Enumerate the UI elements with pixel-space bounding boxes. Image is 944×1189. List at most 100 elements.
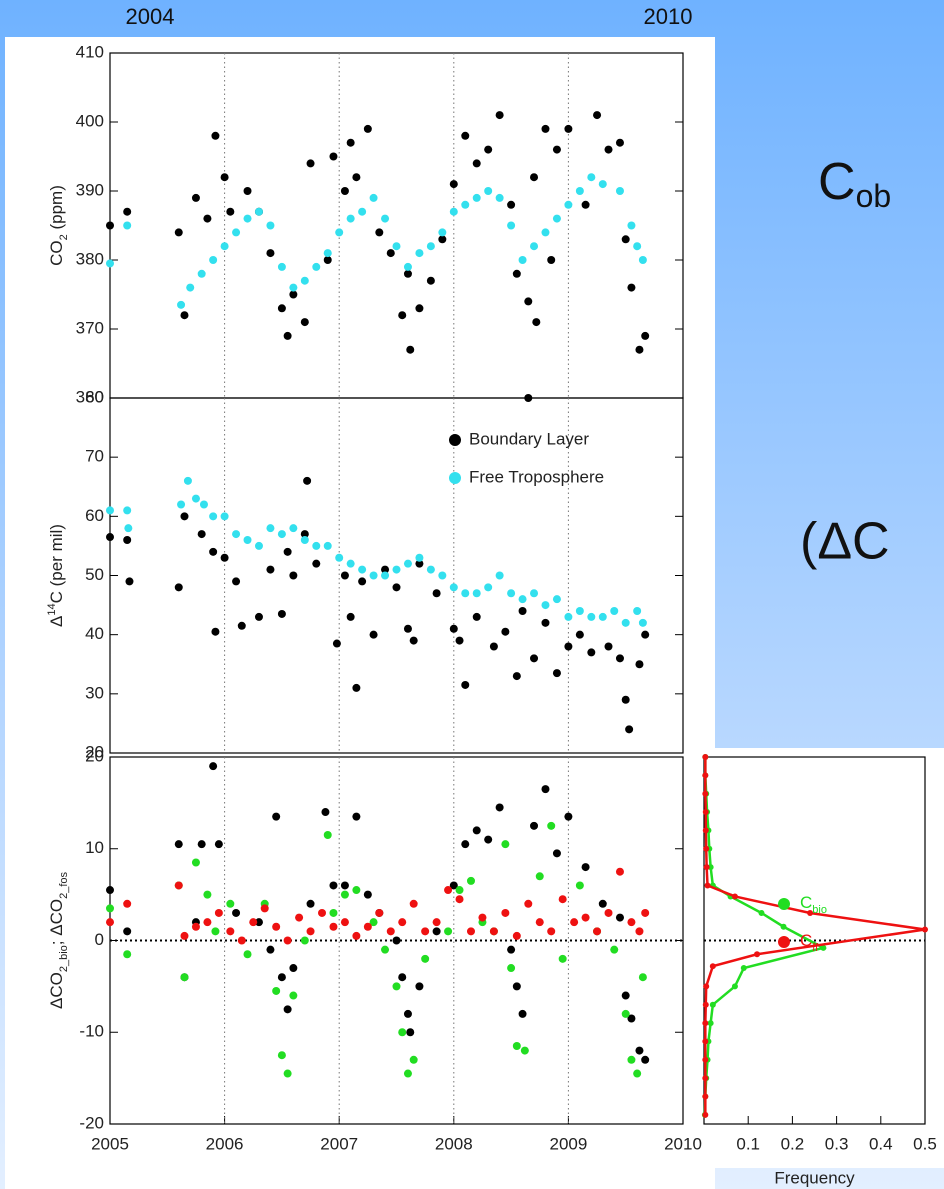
y-axis-label-part: (ppm) bbox=[47, 185, 66, 234]
y-axis-label-part: Δ bbox=[47, 616, 66, 627]
point bbox=[621, 991, 630, 1000]
point bbox=[220, 553, 229, 562]
point bbox=[547, 256, 556, 264]
point bbox=[484, 583, 493, 592]
point bbox=[621, 235, 630, 244]
point bbox=[702, 1020, 709, 1027]
point bbox=[369, 630, 378, 639]
point bbox=[702, 772, 709, 779]
point bbox=[615, 867, 624, 876]
point bbox=[277, 1051, 286, 1060]
point bbox=[369, 918, 378, 927]
point bbox=[507, 200, 516, 209]
point bbox=[211, 627, 220, 636]
point bbox=[524, 899, 533, 908]
point bbox=[312, 541, 321, 550]
point bbox=[449, 624, 458, 633]
point bbox=[283, 1069, 292, 1078]
point bbox=[289, 283, 298, 292]
point bbox=[335, 228, 344, 237]
point bbox=[449, 180, 458, 189]
point bbox=[323, 541, 332, 550]
point bbox=[211, 131, 220, 140]
point bbox=[398, 973, 407, 982]
point bbox=[398, 918, 407, 927]
point bbox=[321, 808, 330, 817]
point bbox=[214, 908, 223, 917]
point bbox=[633, 242, 642, 251]
y-tick-label: 10 bbox=[85, 838, 104, 857]
point bbox=[702, 1056, 709, 1063]
point bbox=[237, 936, 246, 945]
point bbox=[174, 881, 183, 890]
y-tick-label: -20 bbox=[79, 1113, 104, 1132]
point bbox=[392, 936, 401, 945]
point bbox=[512, 931, 521, 940]
point bbox=[489, 927, 498, 936]
point bbox=[340, 918, 349, 927]
point bbox=[375, 228, 384, 237]
point bbox=[277, 973, 286, 982]
point bbox=[484, 145, 493, 154]
y-tick-label: 400 bbox=[76, 111, 104, 130]
side-text: (ΔC bbox=[800, 513, 890, 571]
y-axis-label-part: C (per mil) bbox=[47, 524, 66, 603]
point bbox=[254, 918, 263, 927]
point bbox=[106, 904, 114, 913]
point bbox=[604, 642, 613, 651]
point bbox=[283, 1005, 292, 1014]
point bbox=[211, 927, 220, 936]
point bbox=[289, 991, 298, 1000]
point bbox=[426, 276, 435, 285]
point bbox=[512, 672, 521, 681]
point bbox=[530, 242, 539, 251]
point bbox=[593, 111, 602, 120]
point bbox=[627, 1055, 636, 1064]
y-tick-label: 20 bbox=[85, 746, 104, 765]
point bbox=[123, 221, 132, 230]
point bbox=[610, 607, 619, 615]
point bbox=[702, 1111, 709, 1118]
point bbox=[266, 945, 275, 954]
point bbox=[472, 589, 481, 598]
point bbox=[312, 559, 321, 568]
point bbox=[358, 207, 367, 216]
point bbox=[254, 207, 263, 216]
y-tick-label: 80 bbox=[85, 387, 104, 406]
point bbox=[541, 785, 550, 794]
point bbox=[552, 595, 561, 604]
x-tick-label: 0.4 bbox=[869, 1134, 893, 1153]
point bbox=[512, 269, 521, 278]
point bbox=[335, 553, 344, 562]
point bbox=[369, 571, 378, 580]
y-axis-label: Δ14C (per mil) bbox=[46, 524, 67, 627]
point bbox=[421, 954, 430, 963]
point bbox=[340, 187, 349, 195]
x-tick-label: 2007 bbox=[320, 1134, 358, 1153]
y-tick-label: 50 bbox=[85, 565, 104, 584]
point bbox=[266, 565, 275, 574]
point bbox=[226, 207, 235, 216]
point bbox=[507, 589, 516, 598]
point bbox=[254, 612, 263, 621]
point bbox=[249, 918, 258, 927]
point bbox=[633, 607, 642, 615]
point bbox=[758, 909, 765, 916]
point bbox=[472, 612, 481, 621]
point bbox=[621, 695, 630, 704]
point bbox=[289, 964, 298, 973]
point bbox=[203, 918, 212, 927]
x-tick-label: 0.1 bbox=[736, 1134, 760, 1153]
point bbox=[535, 918, 544, 927]
point bbox=[587, 648, 596, 657]
point bbox=[398, 311, 407, 320]
point bbox=[232, 228, 241, 237]
point bbox=[232, 577, 241, 586]
point bbox=[703, 983, 710, 990]
point bbox=[535, 872, 544, 881]
point bbox=[432, 918, 441, 927]
point bbox=[581, 200, 590, 209]
point bbox=[277, 262, 286, 271]
point bbox=[495, 111, 504, 120]
